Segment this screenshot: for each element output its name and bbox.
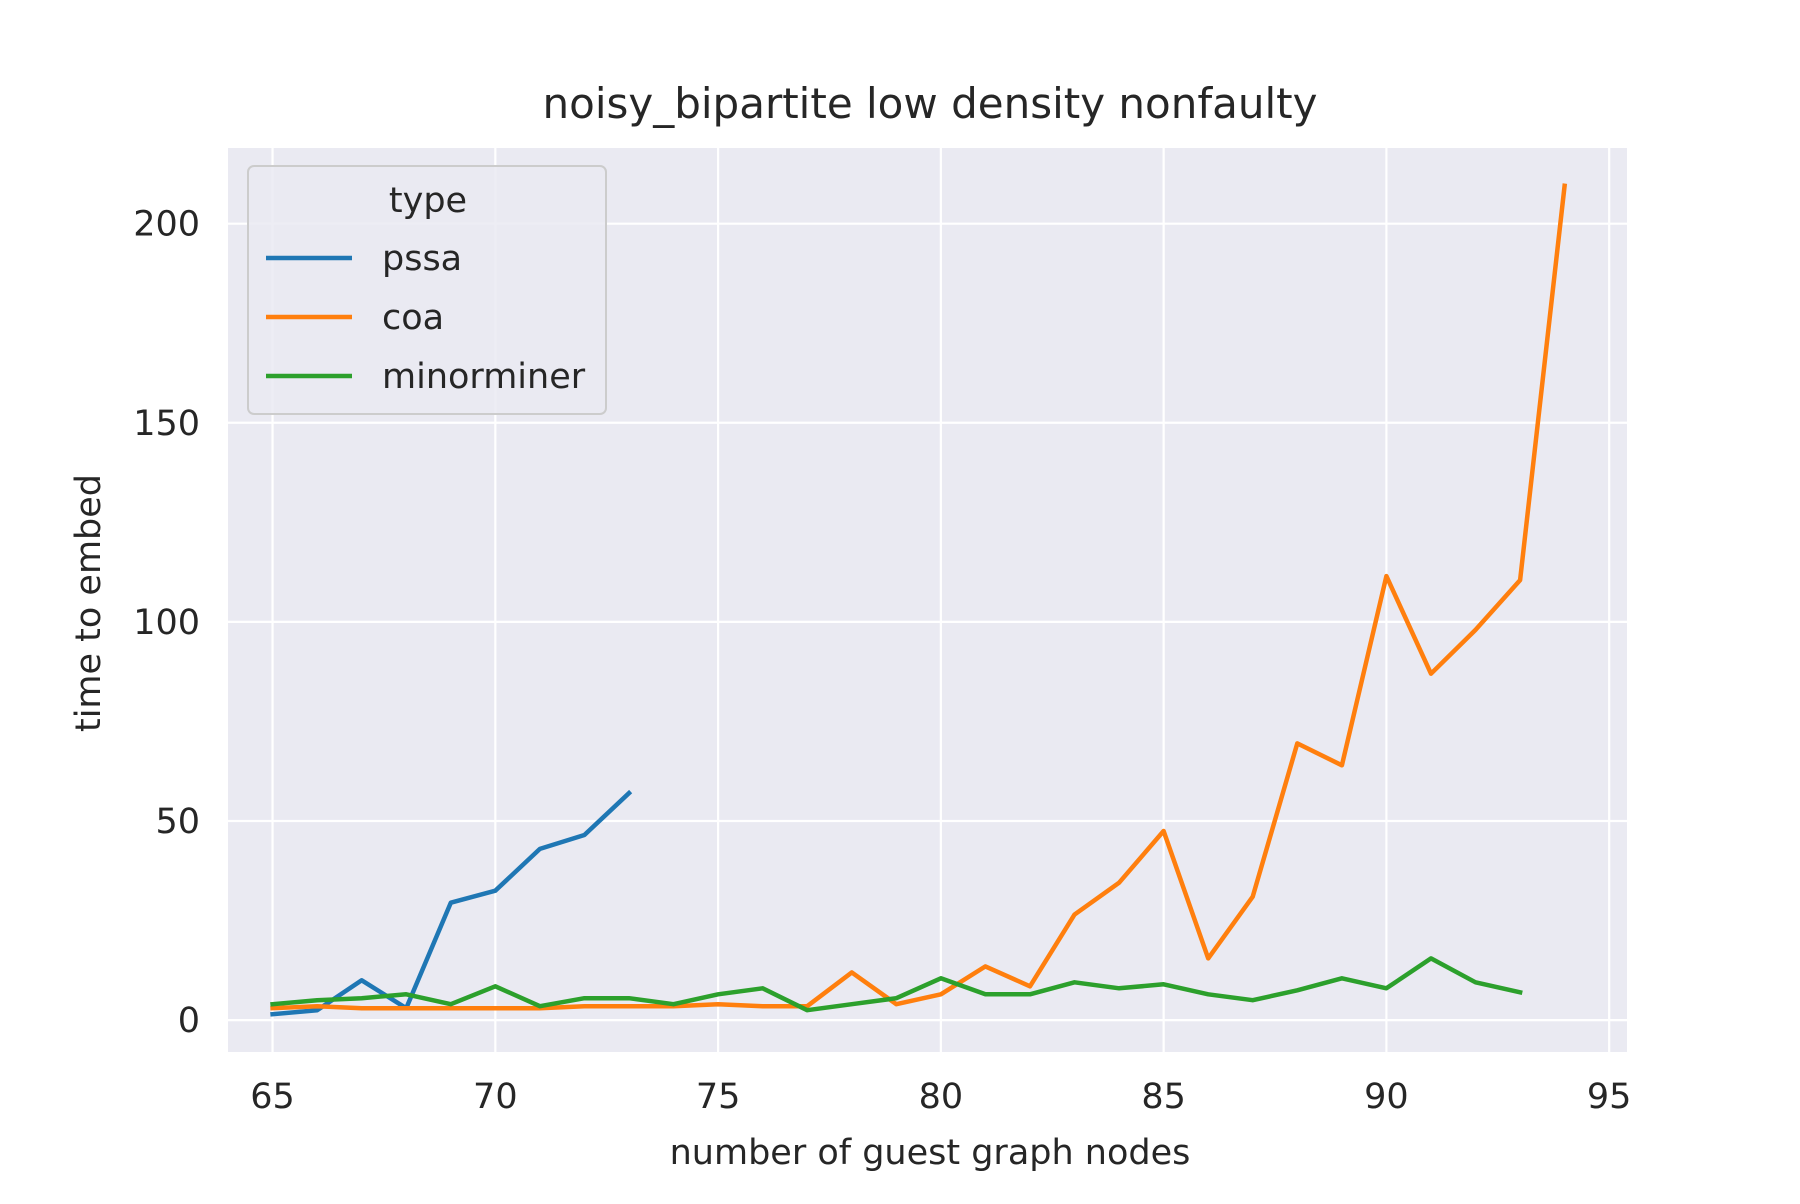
x-tick-label: 70 [473,1077,518,1117]
y-tick-label: 100 [133,603,200,643]
legend-label-pssa: pssa [382,239,462,279]
series-line-coa [270,183,1568,1011]
y-tick-label: 200 [133,205,200,245]
x-tick-label: 85 [1141,1077,1186,1117]
y-tick-label: 150 [133,404,200,444]
chart-title: noisy_bipartite low density nonfaulty [543,79,1318,128]
x-tick-label: 75 [696,1077,741,1117]
x-tick-label: 90 [1364,1077,1409,1117]
legend-title: type [389,181,467,221]
x-tick-label: 95 [1587,1077,1632,1117]
x-tick-label: 80 [919,1077,964,1117]
x-axis-label: number of guest graph nodes [670,1133,1191,1173]
x-tick-label: 65 [250,1077,295,1117]
legend-label-coa: coa [382,298,444,338]
y-axis-label: time to embed [69,474,109,732]
y-tick-label: 0 [178,1001,200,1041]
legend-label-minorminer: minorminer [382,357,586,397]
series-line-minorminer [270,956,1523,1013]
legend-box [247,165,607,415]
y-tick-label: 50 [155,802,200,842]
